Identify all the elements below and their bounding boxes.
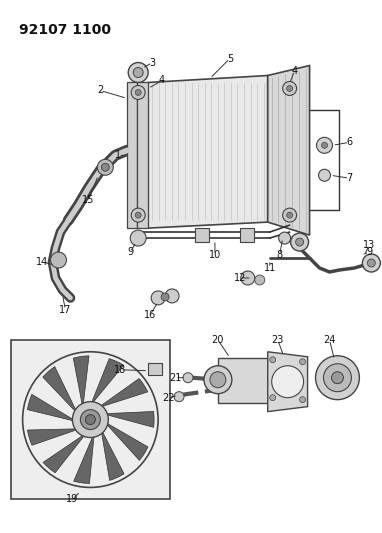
Polygon shape [268, 66, 309, 235]
FancyBboxPatch shape [195, 228, 209, 242]
Circle shape [296, 238, 304, 246]
Circle shape [165, 289, 179, 303]
FancyBboxPatch shape [240, 228, 254, 242]
Text: 18: 18 [114, 365, 126, 375]
Circle shape [128, 62, 148, 83]
Text: 24: 24 [323, 335, 336, 345]
FancyBboxPatch shape [148, 363, 162, 375]
Text: 6: 6 [346, 138, 353, 147]
Circle shape [317, 138, 332, 154]
FancyBboxPatch shape [218, 358, 268, 402]
Circle shape [183, 373, 193, 383]
Circle shape [324, 364, 351, 392]
Text: 4: 4 [291, 66, 298, 76]
Polygon shape [74, 433, 94, 483]
Polygon shape [104, 422, 148, 461]
Text: 19: 19 [66, 495, 79, 504]
Text: 13: 13 [363, 240, 376, 250]
Circle shape [50, 252, 66, 268]
Circle shape [73, 402, 108, 438]
Circle shape [270, 357, 276, 363]
Text: 8: 8 [277, 250, 283, 260]
Text: 21: 21 [169, 373, 181, 383]
Text: 22: 22 [162, 393, 174, 402]
Circle shape [279, 232, 291, 244]
Circle shape [241, 271, 255, 285]
Circle shape [161, 293, 169, 301]
Polygon shape [127, 83, 137, 228]
Circle shape [131, 208, 145, 222]
Polygon shape [137, 83, 148, 228]
Circle shape [80, 410, 100, 430]
Circle shape [299, 397, 306, 402]
Circle shape [283, 82, 296, 95]
Circle shape [319, 169, 330, 181]
Circle shape [204, 366, 232, 394]
Circle shape [363, 254, 380, 272]
Text: 16: 16 [144, 310, 156, 320]
Polygon shape [98, 378, 148, 408]
Text: 4: 4 [159, 76, 165, 85]
Circle shape [291, 233, 309, 251]
Circle shape [316, 356, 359, 400]
Circle shape [272, 366, 304, 398]
Circle shape [299, 359, 306, 365]
Circle shape [130, 230, 146, 246]
Circle shape [131, 85, 145, 100]
Polygon shape [28, 429, 80, 445]
Circle shape [135, 212, 141, 218]
Text: 92107 1100: 92107 1100 [19, 22, 111, 37]
Text: 10: 10 [209, 250, 221, 260]
Text: 1: 1 [115, 150, 121, 160]
Polygon shape [103, 411, 154, 427]
Circle shape [286, 212, 293, 218]
Text: 3: 3 [149, 58, 155, 68]
Text: 11: 11 [264, 263, 276, 273]
Polygon shape [268, 352, 308, 411]
FancyBboxPatch shape [11, 340, 170, 499]
Polygon shape [101, 429, 124, 480]
Polygon shape [43, 433, 86, 473]
Circle shape [174, 392, 184, 402]
Polygon shape [148, 76, 268, 228]
Circle shape [133, 68, 143, 77]
Circle shape [210, 372, 226, 387]
Text: 14: 14 [36, 257, 49, 267]
Text: 12: 12 [234, 273, 246, 283]
Text: 2: 2 [97, 85, 104, 95]
Circle shape [86, 415, 96, 425]
Polygon shape [43, 367, 78, 414]
Text: 23: 23 [272, 335, 284, 345]
Polygon shape [91, 359, 124, 406]
Text: 9: 9 [127, 247, 133, 257]
Circle shape [332, 372, 343, 384]
Text: 17: 17 [59, 305, 72, 315]
Polygon shape [28, 394, 76, 422]
Circle shape [101, 163, 109, 171]
Circle shape [255, 275, 265, 285]
Circle shape [135, 90, 141, 95]
Circle shape [151, 291, 165, 305]
Circle shape [322, 142, 327, 148]
Text: 5: 5 [227, 53, 233, 63]
Text: 15: 15 [82, 195, 95, 205]
Circle shape [286, 85, 293, 92]
Circle shape [367, 259, 376, 267]
Text: 7: 7 [346, 173, 353, 183]
Circle shape [97, 159, 113, 175]
Text: 20: 20 [212, 335, 224, 345]
Polygon shape [73, 356, 89, 408]
Text: 9: 9 [366, 247, 372, 257]
Circle shape [270, 394, 276, 401]
Circle shape [283, 208, 296, 222]
